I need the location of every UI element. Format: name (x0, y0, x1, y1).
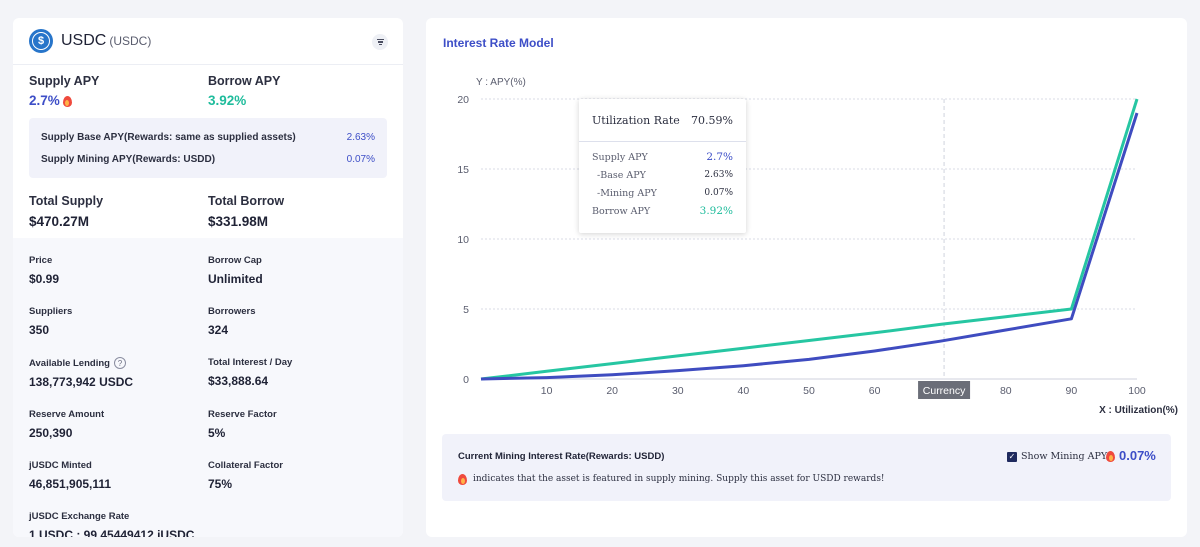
interest-rate-model-panel: Interest Rate Model 0 5 10 15 20 10 20 30 40 50 60… (426, 18, 1187, 537)
tooltip-borrow-label: Borrow APY (592, 205, 651, 217)
total-borrow-value: $331.98M (208, 214, 269, 229)
tooltip-supply-label: Supply APY (592, 151, 648, 163)
stat-price: Price $0.99 (29, 255, 60, 286)
borrow-apy-value: 3.92% (208, 93, 247, 108)
stat-exchange-rate: jUSDC Exchange Rate 1 USDC : 99.45449412 … (29, 511, 195, 537)
tooltip-util-label: Utilization Rate (592, 113, 680, 127)
chart-tooltip: Utilization Rate 70.59% Supply APY 2.7% -… (579, 99, 746, 233)
asset-detail-panel: $ USDC (USDC) Supply APY 2.7% Borrow APY… (13, 18, 403, 537)
mining-rate-box: Current Mining Interest Rate(Rewards: US… (442, 434, 1171, 501)
supply-apy-breakdown: Supply Base APY(Rewards: same as supplie… (29, 118, 387, 178)
x-tick-label: 20 (606, 385, 618, 397)
market-stats: Price $0.99 Borrow Cap Unlimited Suppliers… (13, 238, 403, 537)
current-utilization-label: Currency (923, 385, 966, 397)
tooltip-mining-value: 0.07% (704, 188, 733, 198)
supply-apy-label: Supply APY (29, 74, 100, 88)
y-tick-label: 5 (463, 304, 469, 316)
x-tick-label: 50 (803, 385, 815, 397)
show-mining-apy-toggle[interactable]: ✓ Show Mining APY (1007, 451, 1108, 462)
fire-icon (1106, 450, 1115, 462)
x-tick-label: 40 (738, 385, 750, 397)
filter-icon[interactable] (372, 34, 388, 50)
x-tick-label: 100 (1128, 385, 1146, 397)
stat-collateral-factor: Collateral Factor 75% (208, 460, 283, 491)
breakdown-row: Supply Base APY(Rewards: same as supplie… (41, 131, 375, 143)
stat-jusdc-minted: jUSDC Minted 46,851,905,111 (29, 460, 112, 491)
total-supply-label: Total Supply (29, 194, 104, 208)
fire-icon (62, 95, 72, 107)
panel-title: Interest Rate Model (443, 36, 554, 50)
x-tick-label: 60 (869, 385, 881, 397)
x-tick-label: 80 (1000, 385, 1012, 397)
tooltip-base-value: 2.63% (704, 170, 733, 180)
fire-icon (458, 473, 467, 485)
tooltip-supply-value: 2.7% (706, 151, 733, 163)
breakdown-row: Supply Mining APY(Rewards: USDD) 0.07% (41, 153, 375, 165)
y-tick-label: 15 (457, 164, 469, 176)
y-axis-title: Y : APY(%) (476, 77, 526, 88)
x-tick-label: 30 (672, 385, 684, 397)
mining-title: Current Mining Interest Rate(Rewards: US… (458, 451, 665, 462)
asset-symbol: (USDC) (109, 34, 152, 48)
asset-name: USDC (61, 32, 107, 49)
y-tick-label: 0 (463, 374, 469, 386)
stat-total-interest: Total Interest / Day $33,888.64 (208, 357, 293, 388)
mining-note: indicates that the asset is featured in … (458, 473, 885, 485)
mining-rate: 0.07% (1106, 448, 1156, 463)
stat-borrow-cap: Borrow Cap Unlimited (208, 255, 263, 286)
borrow-apy-series-line (480, 112, 1139, 381)
interest-rate-chart[interactable]: 0 5 10 15 20 10 20 30 40 50 60 80 90 100 Y : APY(%) X :… (426, 18, 1187, 428)
y-tick-label: 20 (457, 94, 469, 106)
tooltip-mining-label: -Mining APY (597, 187, 657, 199)
totals: Total Supply $470.27M Total Borrow $331.… (13, 178, 403, 229)
x-tick-label: 10 (541, 385, 553, 397)
x-tick-label: 90 (1066, 385, 1078, 397)
stat-available-lending: Available Lending? 138,773,942 USDC (29, 357, 134, 389)
stat-reserve-amount: Reserve Amount 250,390 (29, 409, 105, 440)
total-supply-value: $470.27M (29, 214, 90, 229)
supply-apy-series-line (480, 98, 1139, 381)
y-tick-label: 10 (457, 234, 469, 246)
checkbox-checked[interactable]: ✓ (1007, 451, 1017, 462)
usdc-logo-icon: $ (29, 29, 53, 53)
stat-reserve-factor: Reserve Factor 5% (208, 409, 277, 440)
tooltip-base-label: -Base APY (597, 169, 646, 181)
total-borrow-label: Total Borrow (208, 194, 285, 208)
stat-borrowers: Borrowers 324 (208, 306, 256, 337)
apy-summary: Supply APY 2.7% Borrow APY 3.92% (13, 65, 403, 108)
help-icon[interactable]: ? (113, 357, 126, 369)
asset-header: $ USDC (USDC) (13, 18, 403, 65)
stat-suppliers: Suppliers 350 (29, 306, 73, 337)
current-utilization-badge (918, 381, 971, 399)
tooltip-borrow-value: 3.92% (699, 205, 733, 217)
x-axis-title: X : Utilization(%) (1099, 405, 1178, 416)
borrow-apy-label: Borrow APY (208, 74, 281, 88)
tooltip-util-value: 70.59% (691, 113, 733, 127)
supply-apy-value: 2.7% (29, 93, 208, 108)
